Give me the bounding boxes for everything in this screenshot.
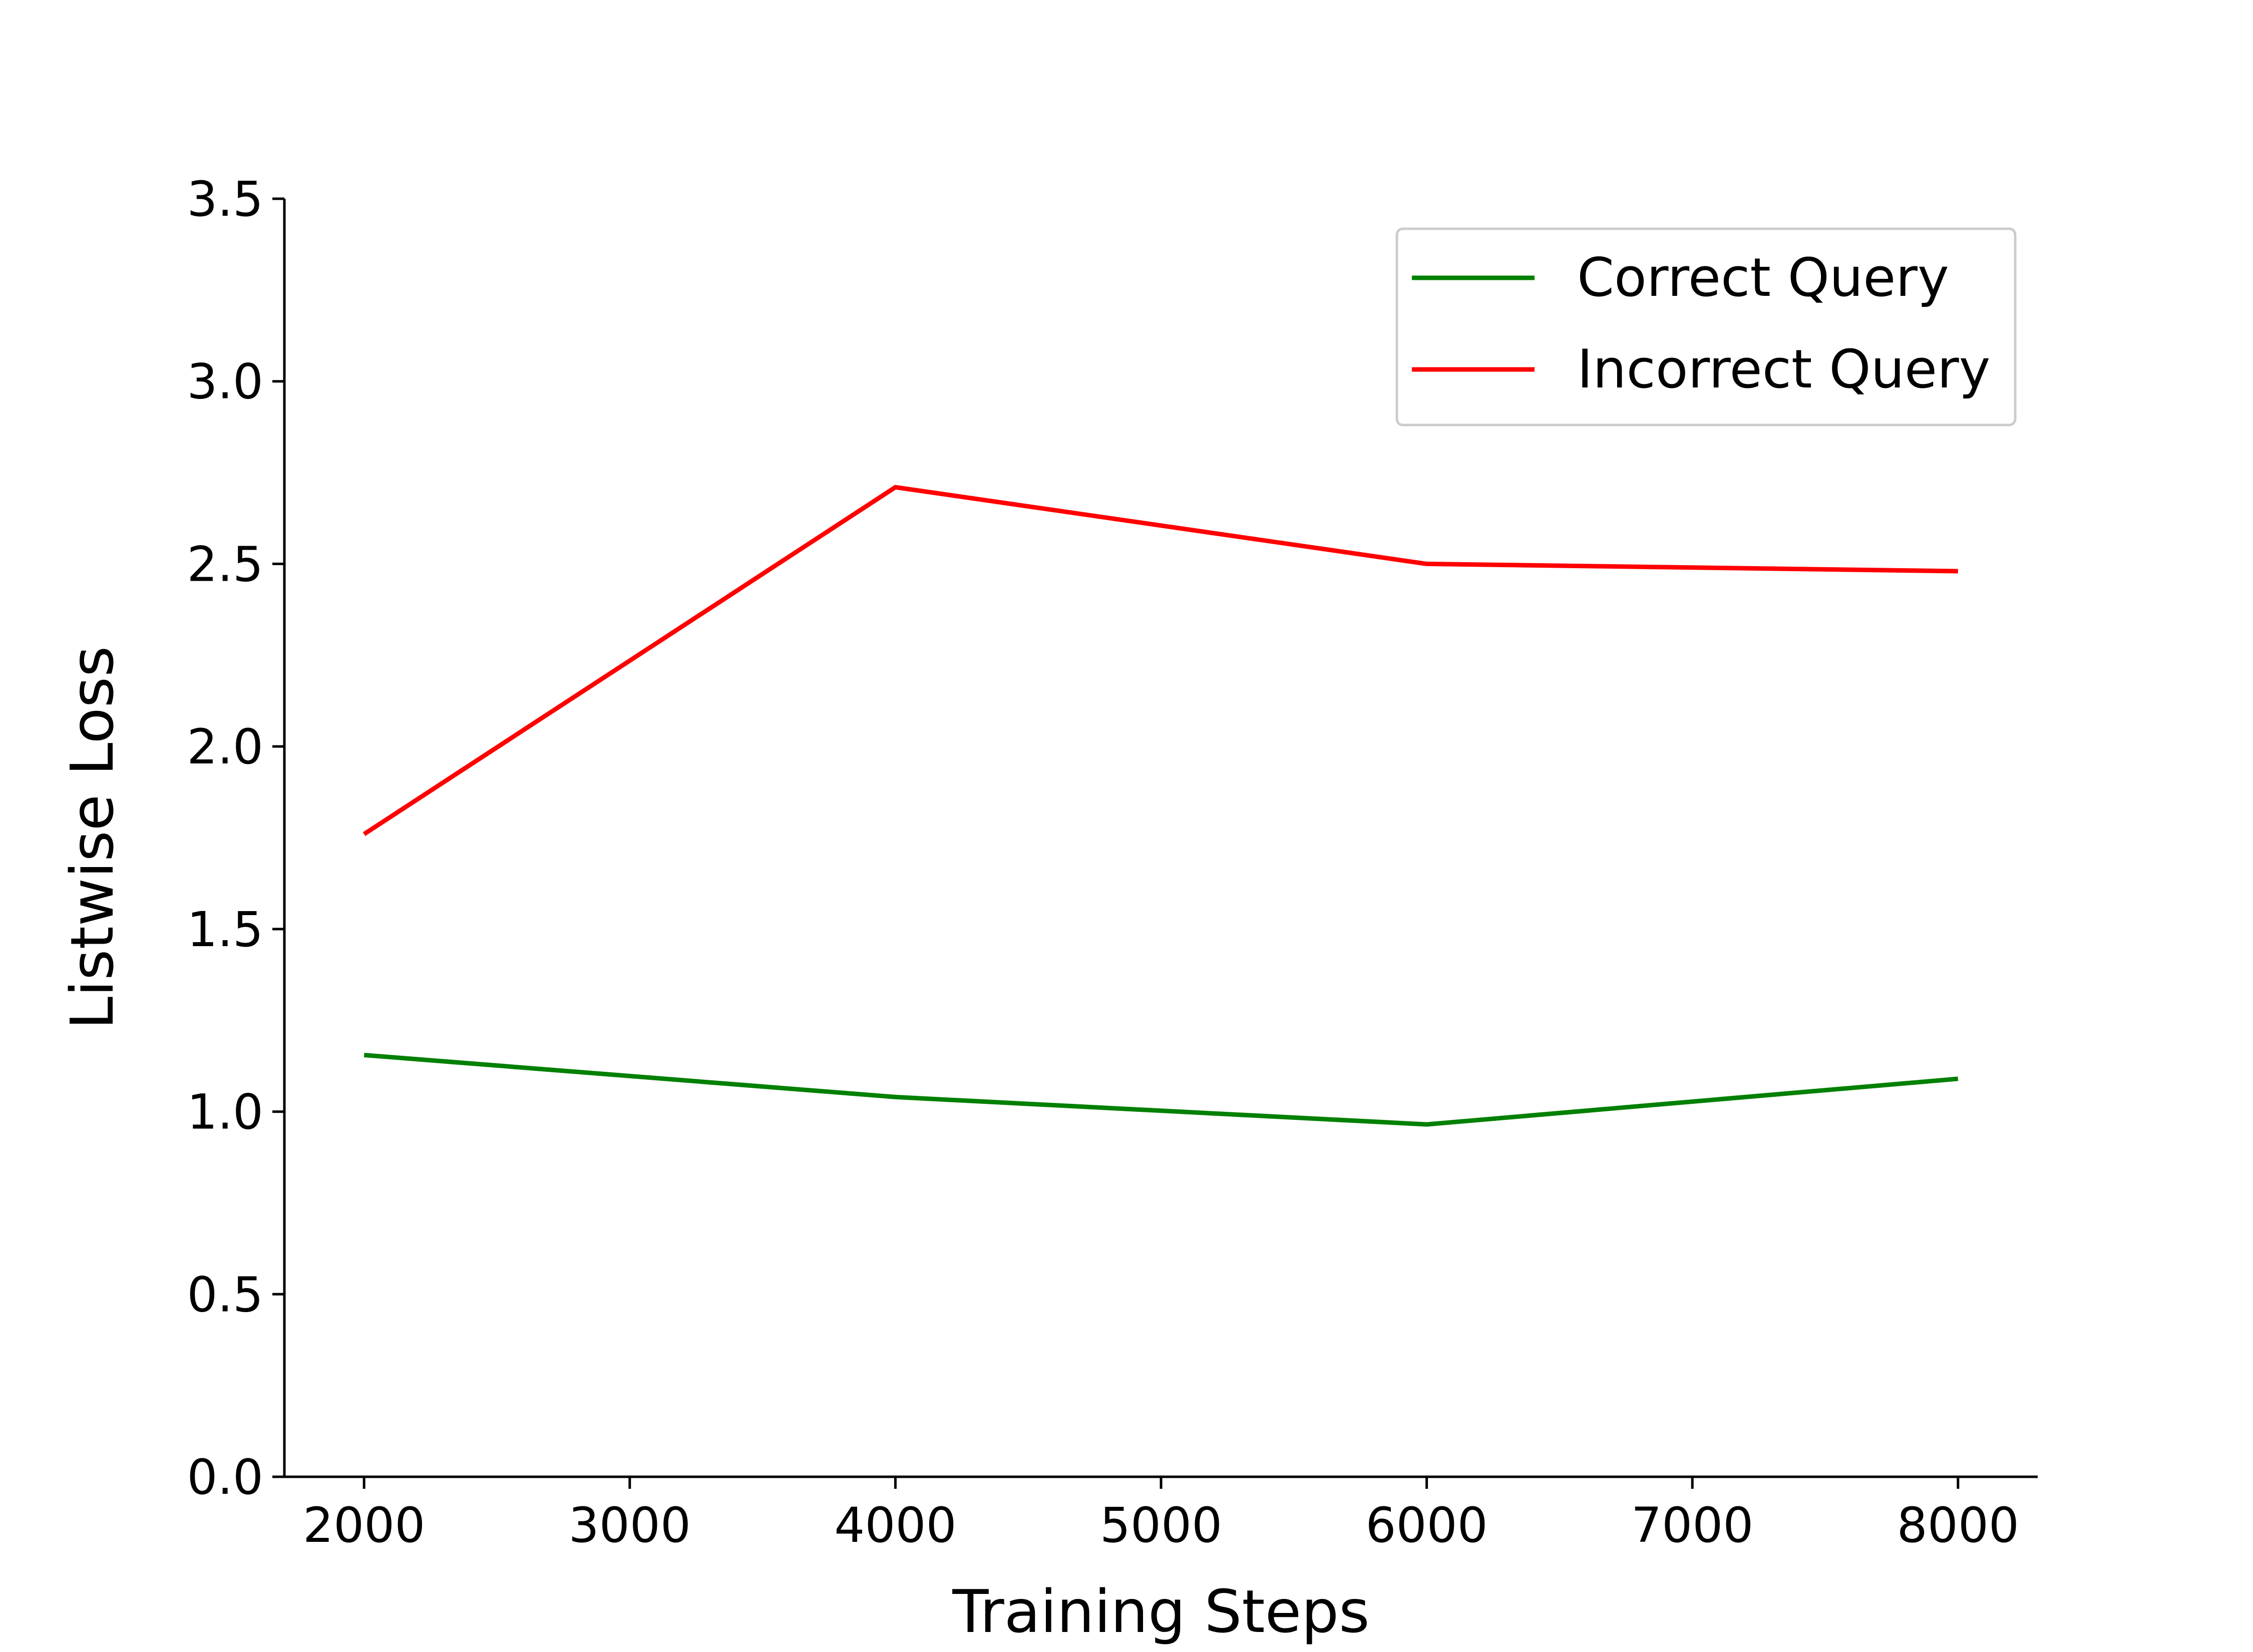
series-line-incorrect-query xyxy=(362,485,1958,836)
y-tick-label: 1.5 xyxy=(187,902,263,958)
x-tick-label: 8000 xyxy=(1897,1497,2019,1553)
x-tick-label: 4000 xyxy=(834,1497,956,1553)
x-axis-ticks: 2000 3000 4000 5000 6000 7000 8000 xyxy=(303,1477,2019,1553)
x-tick-label: 5000 xyxy=(1100,1497,1222,1553)
y-tick-label: 2.0 xyxy=(187,719,263,775)
legend-label-correct-query: Correct Query xyxy=(1577,247,1949,308)
y-axis-ticks: 0.0 0.5 1.0 1.5 2.0 2.5 3.0 3.5 xyxy=(187,171,284,1505)
legend: Correct Query Incorrect Query xyxy=(1395,227,2017,427)
x-axis-title: Training Steps xyxy=(952,1577,1369,1646)
y-tick-label: 3.0 xyxy=(187,354,263,410)
series-line-correct-query xyxy=(363,1053,1959,1127)
x-tick-label: 7000 xyxy=(1631,1497,1753,1553)
y-tick-label: 0.0 xyxy=(187,1449,263,1505)
x-tick-label: 6000 xyxy=(1365,1497,1487,1553)
legend-label-incorrect-query: Incorrect Query xyxy=(1577,338,1990,400)
y-tick-label: 2.5 xyxy=(187,536,263,592)
x-tick-label: 3000 xyxy=(569,1497,691,1553)
y-tick-label: 0.5 xyxy=(187,1267,263,1323)
y-tick-label: 3.5 xyxy=(187,171,263,227)
x-tick-label: 2000 xyxy=(303,1497,425,1553)
y-tick-label: 1.0 xyxy=(187,1084,263,1140)
y-axis-title: Listwise Loss xyxy=(58,646,127,1030)
series-lines xyxy=(362,485,1959,1127)
legend-box xyxy=(1395,227,2017,427)
